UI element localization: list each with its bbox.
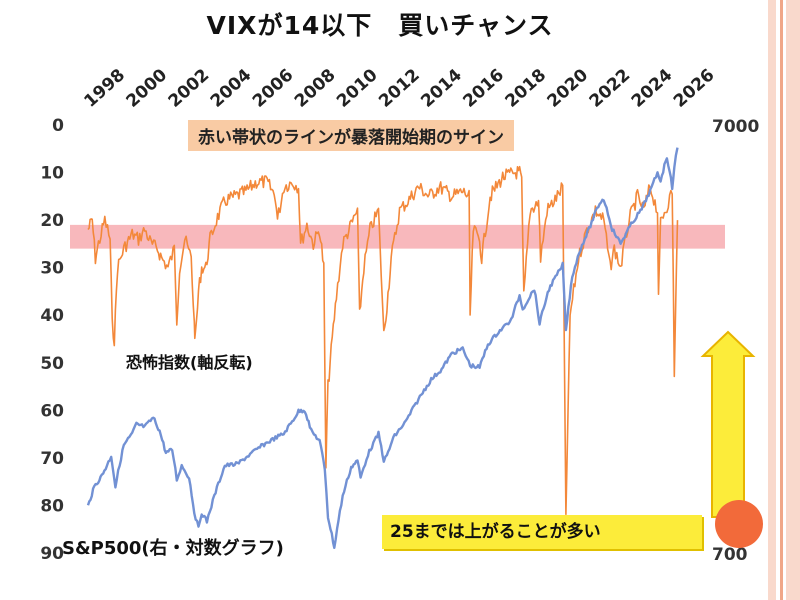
x-tick-label-3: 2004	[207, 65, 256, 112]
x-tick-label-6: 2010	[333, 65, 382, 112]
y-right-tick-0: 7000	[712, 117, 759, 137]
decor-circle	[715, 500, 763, 548]
up-arrow	[700, 330, 756, 518]
vix-series-label: 恐怖指数(軸反転)	[126, 353, 253, 372]
right-decor-stripe	[768, 0, 776, 600]
x-tick-label-11: 2020	[544, 65, 593, 112]
x-tick-label-0: 1998	[80, 65, 129, 112]
x-tick-label-7: 2012	[375, 65, 424, 112]
x-tick-label-2: 2002	[165, 65, 214, 112]
spx-series-line	[86, 147, 679, 549]
x-tick-label-8: 2014	[417, 65, 466, 112]
y-right-tick-1: 700	[712, 545, 748, 565]
arrow-annotation: 25までは上がることが多い	[382, 515, 702, 549]
y-left-tick-2: 20	[40, 211, 64, 231]
x-tick-label-9: 2016	[459, 65, 508, 112]
x-tick-label-12: 2022	[586, 65, 635, 112]
y-left-tick-8: 80	[40, 496, 64, 516]
danger-band	[70, 224, 725, 249]
x-tick-label-13: 2024	[628, 65, 677, 112]
x-tick-label-14: 2026	[670, 65, 719, 112]
band-annotation: 赤い帯状のラインが暴落開始期のサイン	[188, 120, 514, 151]
x-tick-label-5: 2008	[291, 65, 340, 112]
y-left-tick-4: 40	[40, 306, 64, 326]
y-left-tick-1: 10	[40, 164, 64, 184]
right-decor-line	[780, 0, 783, 600]
right-decor-stripe-outer	[786, 0, 800, 600]
spx-series-label: S&P500(右・対数グラフ)	[62, 538, 284, 559]
y-left-tick-6: 60	[40, 401, 64, 421]
y-left-tick-7: 70	[40, 449, 64, 469]
x-tick-label-4: 2006	[249, 65, 298, 112]
vix-series-line	[87, 165, 679, 516]
chart-title: VIXが14以下 買いチャンス	[206, 11, 554, 40]
y-left-tick-5: 50	[40, 354, 64, 374]
x-tick-label-1: 2000	[123, 65, 172, 112]
y-left-tick-0: 0	[52, 116, 64, 136]
x-tick-label-10: 2018	[502, 65, 551, 112]
y-left-tick-9: 90	[40, 544, 64, 564]
y-left-tick-3: 30	[40, 259, 64, 279]
